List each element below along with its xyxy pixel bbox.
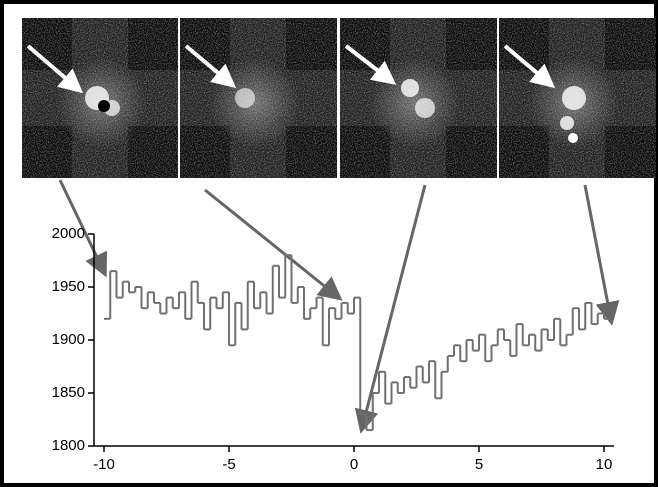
x-tick-label: 5 [475,456,483,473]
image-panel [340,18,497,178]
image-panels [22,18,656,178]
pointer-arrow [204,188,343,301]
pointer-arrow [58,179,108,278]
x-tick-label: 0 [350,456,358,473]
y-tick-label: 1800 [52,437,85,454]
y-tick-label: 1900 [52,331,85,348]
image-panel [180,18,337,178]
x-tick-label: -5 [222,456,235,473]
y-tick-label: 2000 [52,225,85,242]
pointer-arrow [354,184,427,434]
image-panel [499,18,656,178]
pointer-arrow [583,184,620,326]
pointer-arrows [58,179,620,434]
y-tick-label: 1950 [52,278,85,295]
y-tick-label: 1850 [52,384,85,401]
x-tick-label: -10 [93,456,115,473]
image-panel [22,18,178,178]
x-tick-label: 10 [596,456,613,473]
